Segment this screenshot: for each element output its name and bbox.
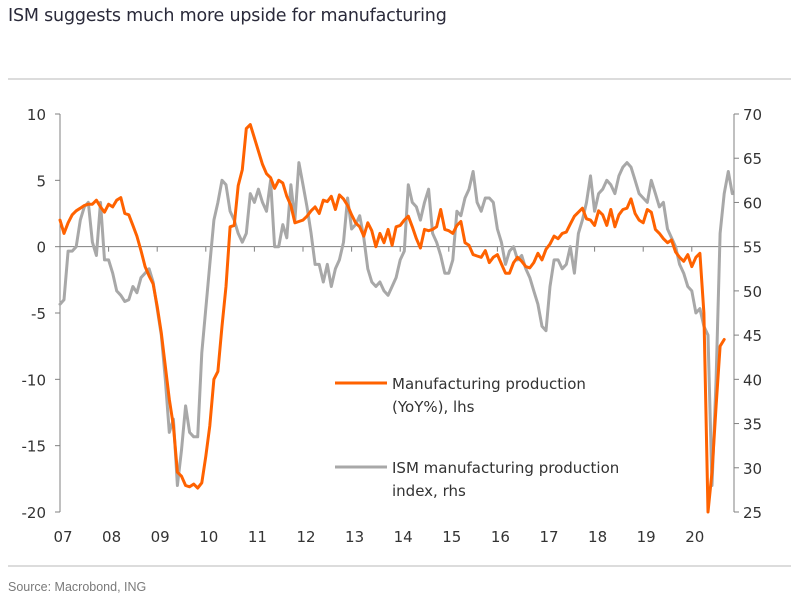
x-axis-tick-label: 07 bbox=[53, 528, 72, 546]
left-axis-tick-label: -15 bbox=[22, 438, 47, 456]
series-lines bbox=[58, 123, 734, 514]
x-axis-tick-label: 09 bbox=[151, 528, 170, 546]
right-axis-tick-label: 65 bbox=[743, 150, 762, 168]
x-axis-tick-label: 10 bbox=[199, 528, 218, 546]
source-note: Source: Macrobond, ING bbox=[8, 580, 147, 594]
x-axis-tick-label: 12 bbox=[296, 528, 315, 546]
right-axis-tick-label: 45 bbox=[743, 327, 762, 345]
x-axis-tick-label: 20 bbox=[685, 528, 704, 546]
right-axis-tick-label: 60 bbox=[743, 194, 762, 212]
x-axis-tick-label: 08 bbox=[102, 528, 121, 546]
legend-label-ism-line1: ISM manufacturing production bbox=[392, 459, 619, 477]
right-axis-tick-label: 35 bbox=[743, 416, 762, 434]
x-axis-tick-label: 14 bbox=[394, 528, 413, 546]
legend-label-ism-line2: index, rhs bbox=[392, 482, 466, 500]
x-axis-tick-label: 15 bbox=[442, 528, 461, 546]
right-axis-tick-label: 50 bbox=[743, 283, 762, 301]
left-axis-tick-label: 10 bbox=[27, 106, 46, 124]
left-axis-tick-label: -20 bbox=[22, 504, 47, 522]
left-axis-tick-label: 5 bbox=[36, 172, 46, 190]
right-axis-tick-label: 55 bbox=[743, 239, 762, 257]
right-axis-tick-label: 40 bbox=[743, 371, 762, 389]
left-axis-tick-label: 0 bbox=[36, 239, 46, 257]
right-axis-tick-label: 25 bbox=[743, 504, 762, 522]
x-axis-tick-label: 19 bbox=[637, 528, 656, 546]
bottom-divider bbox=[8, 565, 791, 567]
left-axis-tick-label: -5 bbox=[31, 305, 46, 323]
right-axis-tick-label: 30 bbox=[743, 460, 762, 478]
chart-title: ISM suggests much more upside for manufa… bbox=[8, 6, 447, 26]
x-axis-tick-label: 13 bbox=[345, 528, 364, 546]
series-line-manufacturing-production bbox=[58, 123, 726, 514]
x-axis-tick-label: 16 bbox=[491, 528, 510, 546]
legend-label-manufacturing-line2: (YoY%), lhs bbox=[392, 398, 475, 416]
top-divider bbox=[8, 78, 791, 80]
right-axis-tick-label: 70 bbox=[743, 106, 762, 124]
legend-label-manufacturing-line1: Manufacturing production bbox=[392, 375, 586, 393]
x-axis-tick-label: 11 bbox=[248, 528, 267, 546]
x-axis-tick-label: 17 bbox=[539, 528, 558, 546]
left-axis-tick-label: -10 bbox=[22, 371, 47, 389]
legend: Manufacturing production (YoY%), lhs ISM… bbox=[335, 375, 619, 500]
x-axis-tick-label: 18 bbox=[588, 528, 607, 546]
